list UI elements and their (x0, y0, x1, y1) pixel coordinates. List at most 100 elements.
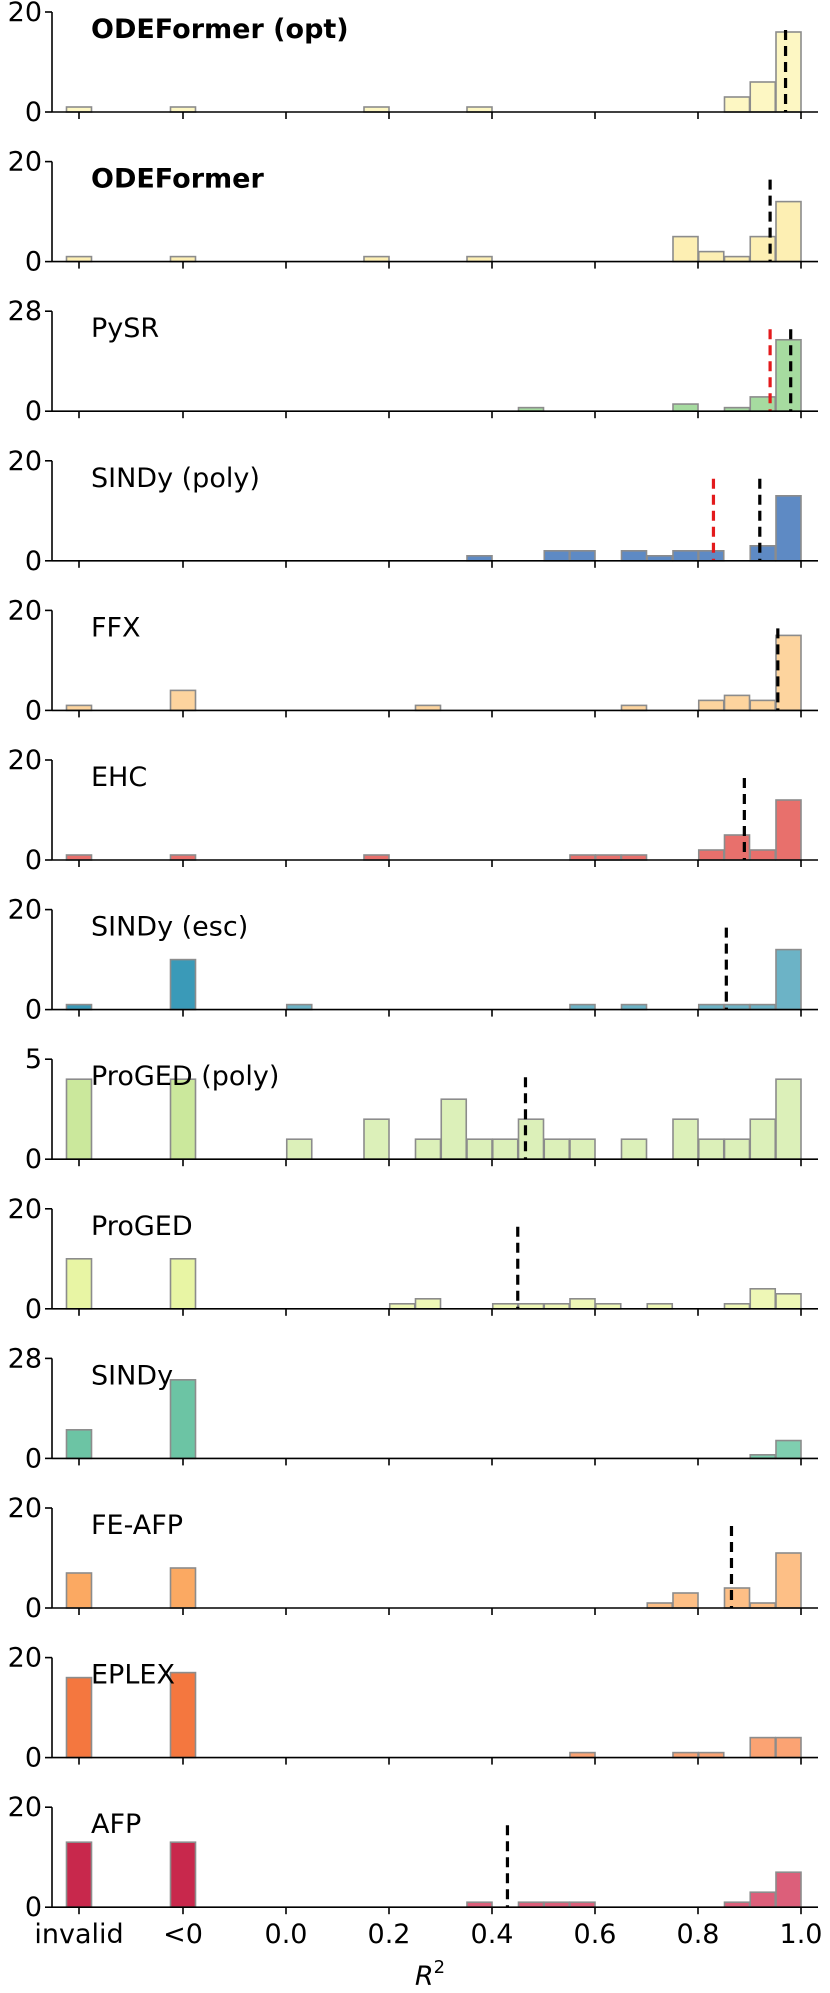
bar-bin (672, 549, 699, 562)
x-tick-label: 0.6 (574, 1919, 617, 1950)
bar-bin (569, 1138, 596, 1160)
bar-bin (749, 1118, 777, 1160)
bar-bin (723, 694, 751, 712)
y-tick-label: 0 (25, 97, 42, 128)
x-tick-label: 0.0 (265, 1919, 308, 1950)
bar-bin (775, 1078, 802, 1160)
bar-bin (775, 31, 802, 113)
y-tick-label: 20 (8, 0, 42, 28)
y-tick-label: 0 (25, 845, 42, 876)
method-label: EHC (91, 762, 147, 793)
panel-ehc: 0 20 EHC (8, 745, 818, 876)
bar-negative (169, 1379, 197, 1460)
panel-odeformer: 0 20 ODEFormer (8, 147, 818, 278)
panels-group: 0 20 ODEFormer (opt) 0 20 ODEFormer 0 28 PySR 0 20… (8, 0, 818, 1923)
bar-bin (749, 849, 777, 861)
bar-bin (466, 1138, 493, 1160)
bar-invalid (65, 1078, 93, 1160)
bar-bin (672, 1592, 699, 1609)
panel-sindy-poly-: 0 20 SINDy (poly) (8, 446, 818, 577)
bar-bin (775, 1552, 802, 1609)
bar-bin (697, 1138, 725, 1160)
bar-invalid (65, 1572, 93, 1609)
panel-afp: 0 20 AFP (8, 1792, 818, 1923)
bar-negative (169, 689, 197, 712)
bar-bin (672, 235, 699, 263)
bar-negative (169, 1258, 197, 1310)
bar-bin (363, 1118, 390, 1160)
method-label: SINDy (esc) (91, 912, 248, 943)
method-label: SINDy (91, 1360, 173, 1391)
bar-bin (414, 1298, 442, 1310)
bar-bin (749, 1891, 777, 1908)
panel-eplex: 0 20 EPLEX (8, 1643, 818, 1774)
bar-negative (169, 958, 197, 1011)
bar-bin (749, 81, 777, 113)
y-tick-label: 0 (25, 1294, 42, 1325)
bar-bin (697, 250, 725, 263)
method-label: ODEFormer (91, 164, 264, 195)
bar-bin (775, 200, 802, 263)
y-tick-label: 0 (25, 1743, 42, 1774)
panel-odeformer-opt-: 0 20 ODEFormer (opt) (8, 0, 818, 128)
x-axis-label-main: R (415, 1961, 434, 1992)
y-tick-label: 0 (25, 546, 42, 577)
bar-bin (749, 1736, 777, 1759)
y-tick-label: 20 (8, 1493, 42, 1524)
panel-fe-afp: 0 20 FE-AFP (8, 1493, 818, 1624)
bar-bin (569, 1298, 596, 1310)
x-tick-label: 0.8 (677, 1919, 720, 1950)
y-tick-label: 0 (25, 1892, 42, 1923)
method-label: ODEFormer (opt) (91, 14, 349, 45)
bar-bin (775, 494, 802, 562)
x-axis-label-superscript: 2 (434, 1957, 445, 1978)
y-tick-label: 20 (8, 446, 42, 477)
method-label: FE-AFP (91, 1510, 183, 1541)
x-tick-label: 1.0 (780, 1919, 823, 1950)
bar-bin (723, 1138, 751, 1160)
y-tick-label: 28 (8, 1343, 42, 1374)
bar-bin (440, 1098, 468, 1160)
bar-negative (169, 1078, 197, 1160)
bar-bin (723, 1587, 751, 1609)
bar-bin (775, 948, 802, 1011)
bar-bin (775, 634, 802, 712)
y-tick-label: 20 (8, 147, 42, 178)
method-label: AFP (91, 1809, 141, 1840)
bar-bin (775, 799, 802, 861)
bar-bin (569, 549, 596, 562)
y-tick-label: 0 (25, 396, 42, 427)
panel-sindy-esc-: 0 20 SINDy (esc) (8, 895, 818, 1026)
y-tick-label: 20 (8, 1792, 42, 1823)
bar-bin (723, 834, 751, 861)
x-tick-label: 0.4 (471, 1919, 514, 1950)
y-tick-label: 20 (8, 895, 42, 926)
y-tick-label: 0 (25, 695, 42, 726)
x-axis-label: R2 (415, 1957, 445, 1992)
bar-invalid (65, 1258, 93, 1310)
bar-bin (285, 1138, 313, 1160)
bar-bin (749, 544, 777, 562)
bar-bin (723, 96, 751, 113)
bar-bin (517, 1118, 545, 1160)
bar-invalid (65, 1841, 93, 1908)
bar-bin (491, 1138, 519, 1160)
bar-invalid (65, 1676, 93, 1759)
bar-invalid (65, 1429, 93, 1460)
bar-bin (414, 1138, 442, 1160)
bar-bin (697, 699, 725, 712)
bar-bin (697, 849, 725, 861)
y-tick-label: 0 (25, 1443, 42, 1474)
method-label: EPLEX (91, 1660, 175, 1691)
bar-bin (620, 549, 648, 562)
y-tick-label: 20 (8, 1643, 42, 1674)
x-tick-label: 0.2 (368, 1919, 411, 1950)
bar-bin (697, 549, 725, 562)
y-tick-label: 20 (8, 595, 42, 626)
bar-negative (169, 1841, 197, 1908)
bar-bin (749, 1288, 777, 1310)
method-label: ProGED (poly) (91, 1061, 279, 1092)
y-tick-label: 28 (8, 296, 42, 327)
panel-proged: 0 20 ProGED (8, 1194, 818, 1325)
